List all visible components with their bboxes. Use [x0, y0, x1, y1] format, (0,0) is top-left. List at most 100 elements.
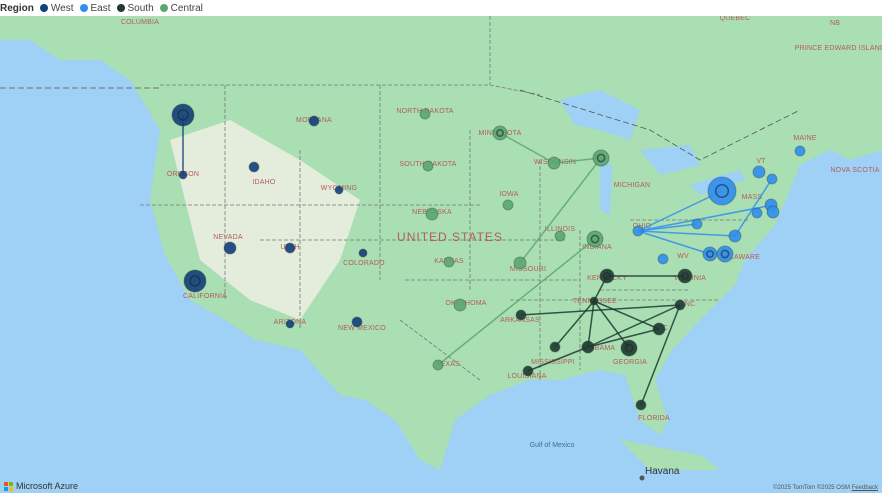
east-bubble[interactable] — [632, 225, 644, 237]
central-bubble[interactable] — [425, 207, 439, 221]
legend-item-west[interactable]: West — [39, 3, 74, 14]
state-label: MASS — [742, 194, 763, 201]
map-svg: NORTH DAKOTAMINNESOTAMONTANASOUTH DAKOTA… — [0, 16, 882, 481]
south-bubble[interactable] — [674, 299, 686, 311]
bubble-inner-ring — [720, 249, 730, 259]
state-label: PRINCE EDWARD ISLAND — [795, 45, 882, 52]
state-label: NOVA SCOTIA — [830, 167, 879, 174]
west-bubble[interactable] — [358, 248, 368, 258]
state-label: FLORIDA — [638, 415, 670, 422]
legend: Region West East South Central — [0, 0, 882, 16]
east-bubble[interactable] — [766, 173, 778, 185]
east-connection-line — [637, 204, 774, 232]
state-label: QUEBEC — [720, 16, 751, 22]
city-label: Havana — [645, 466, 680, 477]
legend-item-east[interactable]: East — [79, 3, 111, 14]
south-bubble[interactable] — [522, 365, 534, 377]
south-connection-line — [593, 300, 660, 330]
south-connection-line — [640, 304, 681, 406]
west-bubble[interactable] — [171, 103, 195, 127]
state-label: NEW MEXICO — [338, 325, 386, 332]
legend-item-central[interactable]: Central — [159, 3, 203, 14]
south-bubble[interactable] — [581, 340, 595, 354]
east-bubble[interactable] — [766, 205, 780, 219]
bubble-markers — [171, 103, 806, 411]
west-bubble[interactable] — [178, 170, 188, 180]
south-bubble[interactable] — [652, 322, 666, 336]
east-bubble[interactable] — [794, 145, 806, 157]
state-label: CALIFORNIA — [183, 293, 227, 300]
west-bubble[interactable] — [334, 185, 344, 195]
state-label: ARKANSAS — [500, 317, 540, 324]
state-label: IOWA — [499, 191, 518, 198]
west-bubble[interactable] — [183, 269, 207, 293]
bubble-inner-ring — [706, 250, 714, 258]
state-label: TEXAS — [436, 361, 460, 368]
feedback-link[interactable]: Feedback — [851, 485, 878, 491]
west-bubble[interactable] — [351, 316, 363, 328]
east-bubble[interactable] — [702, 246, 718, 262]
west-bubble[interactable] — [223, 241, 237, 255]
state-label: INDIANA — [582, 244, 612, 251]
central-bubble[interactable] — [513, 256, 527, 270]
legend-dot — [159, 4, 168, 12]
south-bubble[interactable] — [620, 339, 638, 357]
state-label: MAINE — [793, 135, 816, 142]
east-bubble[interactable] — [716, 245, 734, 263]
bubble-inner-ring — [603, 272, 611, 280]
map-canvas[interactable]: NORTH DAKOTAMINNESOTAMONTANASOUTH DAKOTA… — [0, 16, 882, 493]
bubble-inner-ring — [714, 183, 730, 199]
south-bubble[interactable] — [589, 296, 599, 306]
state-label: ILLINOIS — [545, 226, 576, 233]
legend-title: Region — [0, 2, 34, 14]
state-label: NC — [685, 301, 696, 308]
west-bubble[interactable] — [284, 242, 296, 254]
south-bubble[interactable] — [599, 268, 615, 284]
bubble-inner-ring — [681, 272, 689, 280]
west-bubble[interactable] — [248, 161, 260, 173]
east-bubble[interactable] — [752, 165, 766, 179]
legend-item-south[interactable]: South — [116, 3, 154, 14]
central-bubble[interactable] — [453, 298, 467, 312]
south-connection-line — [520, 304, 681, 316]
microsoft-logo-icon — [4, 481, 13, 491]
land — [0, 16, 882, 470]
west-bubble[interactable] — [308, 115, 320, 127]
central-bubble[interactable] — [502, 199, 514, 211]
central-bubble[interactable] — [592, 149, 610, 167]
map-attribution: ©2025 TomTom ©2025 OSM Feedback — [773, 485, 878, 491]
central-bubble[interactable] — [492, 125, 508, 141]
bubble-inner-ring — [189, 275, 201, 287]
east-connection-line — [637, 230, 736, 237]
state-label: WV — [677, 253, 689, 260]
east-bubble[interactable] — [707, 176, 737, 206]
south-connection-line — [587, 300, 595, 348]
south-connection-line — [554, 300, 595, 348]
west-bubble[interactable] — [285, 319, 295, 329]
central-bubble[interactable] — [443, 256, 455, 268]
central-bubble[interactable] — [432, 359, 444, 371]
east-bubble[interactable] — [728, 229, 742, 243]
central-bubble[interactable] — [554, 230, 566, 242]
central-bubble[interactable] — [586, 230, 604, 248]
south-bubble[interactable] — [677, 268, 693, 284]
state-label: DELAWARE — [720, 254, 760, 261]
state-label: VT — [756, 158, 766, 165]
central-bubble[interactable] — [547, 156, 561, 170]
east-bubble[interactable] — [751, 207, 763, 219]
bubble-inner-ring — [590, 234, 600, 244]
east-bubble[interactable] — [691, 218, 703, 230]
legend-dot — [39, 4, 48, 12]
central-bubble[interactable] — [422, 160, 434, 172]
south-bubble[interactable] — [515, 309, 527, 321]
east-connection-line — [637, 190, 723, 232]
east-connection-line — [637, 230, 711, 255]
east-bubble[interactable] — [657, 253, 669, 265]
bubble-inner-ring — [496, 129, 504, 137]
state-label: MICHIGAN — [614, 182, 651, 189]
south-connection-line — [593, 300, 630, 349]
south-bubble[interactable] — [635, 399, 647, 411]
central-bubble[interactable] — [419, 108, 431, 120]
legend-dot — [79, 4, 88, 12]
south-bubble[interactable] — [549, 341, 561, 353]
